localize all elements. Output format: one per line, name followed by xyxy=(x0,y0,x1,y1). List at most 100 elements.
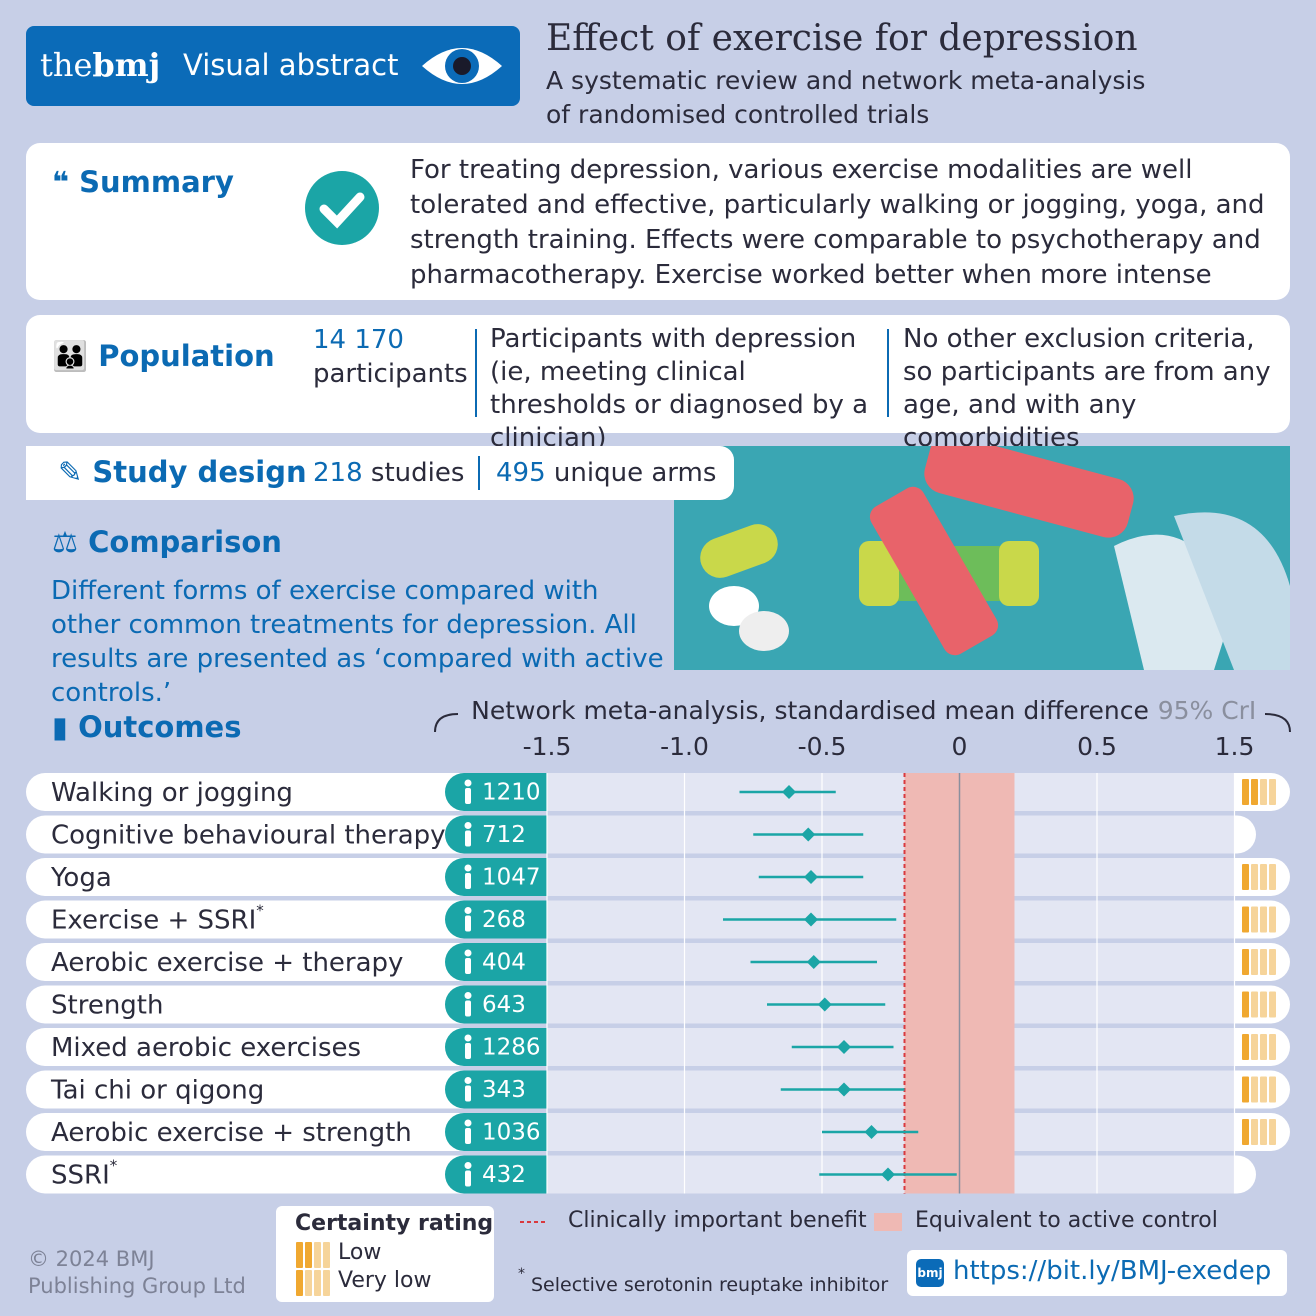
person-icon-head xyxy=(464,992,472,999)
plot-band xyxy=(547,773,1235,811)
certainty-bar xyxy=(314,1270,321,1296)
certainty-icons xyxy=(296,1242,330,1296)
certainty-bar xyxy=(1269,949,1276,975)
row-label: Aerobic exercise + strength xyxy=(51,1118,412,1148)
certainty-bar xyxy=(1269,991,1276,1018)
person-icon-body xyxy=(465,873,471,889)
row-label-marker: * xyxy=(256,901,264,919)
certainty-icon xyxy=(1242,991,1276,1018)
url-box[interactable]: bmj https://bit.ly/BMJ-exedep xyxy=(907,1250,1287,1296)
certainty-bar xyxy=(1269,1034,1276,1060)
participant-count: 1210 xyxy=(482,780,541,806)
x-tick-label: -1.5 xyxy=(523,732,572,761)
certainty-bar xyxy=(1251,1119,1258,1145)
certainty-icon xyxy=(1242,1034,1276,1060)
certainty-bar xyxy=(1242,864,1249,890)
row-label: Walking or jogging xyxy=(51,778,293,808)
x-tick-label: 1.5 xyxy=(1215,732,1255,761)
participant-count: 1036 xyxy=(482,1120,541,1146)
row-label-text: Strength xyxy=(51,990,163,1020)
legend-icon xyxy=(296,1242,330,1268)
count-pill-fill xyxy=(480,1155,547,1194)
row-label-text: Tai chi or qigong xyxy=(50,1075,264,1105)
row-label-text: Aerobic exercise + strength xyxy=(51,1118,412,1148)
arms-label: unique arms xyxy=(553,458,717,488)
row-label-marker: * xyxy=(110,1156,118,1174)
person-icon-body xyxy=(465,1128,471,1144)
certainty-bar xyxy=(296,1242,303,1268)
estimate-marker xyxy=(817,997,832,1012)
banner-label: Visual abstract xyxy=(183,48,399,82)
person-icon-head xyxy=(464,822,472,829)
count-pill-fill xyxy=(480,815,547,854)
person-icon-head xyxy=(464,949,472,957)
certainty-icon xyxy=(1242,1076,1276,1103)
copyright: © 2024 BMJ Publishing Group Ltd xyxy=(28,1247,246,1298)
summary-card: ❝ Summary For treating depression, vario… xyxy=(26,143,1290,300)
comparison-text: Different forms of exercise compared wit… xyxy=(51,576,664,708)
person-icon-body xyxy=(465,958,471,974)
population-card: 👪 Population 14 170 participants Partici… xyxy=(26,315,1290,453)
row-label-text: Yoga xyxy=(50,863,112,893)
certainty-bar xyxy=(1251,991,1258,1018)
heading-text: Population xyxy=(98,339,275,373)
participant-count: 1286 xyxy=(482,1035,541,1061)
row-label: Tai chi or qigong xyxy=(50,1075,264,1105)
brand-banner: thebmj Visual abstract xyxy=(26,26,520,106)
certainty-legend: Certainty rating Low Very low xyxy=(276,1206,494,1302)
estimate-marker xyxy=(864,1125,879,1139)
population-count: 14 170 xyxy=(313,325,404,355)
certainty-icon xyxy=(1242,779,1276,805)
certainty-bar xyxy=(1260,1119,1267,1145)
certainty-bar xyxy=(1251,779,1258,805)
count-pill-fill xyxy=(480,1028,547,1066)
certainty-bar xyxy=(1269,906,1276,933)
certainty-icon xyxy=(1242,949,1276,975)
certainty-bar xyxy=(1260,991,1267,1018)
outcomes-heading: ▮ Outcomes xyxy=(52,710,242,744)
certainty-bar xyxy=(305,1242,312,1268)
plot-band xyxy=(547,985,1235,1024)
certainty-icon xyxy=(1242,906,1276,933)
brand-prefix: the xyxy=(40,46,93,84)
certainty-bar xyxy=(1242,949,1249,975)
plot-band xyxy=(547,943,1235,981)
row-label: Yoga xyxy=(50,863,112,893)
x-tick-label: 0 xyxy=(952,732,968,761)
estimate-marker xyxy=(806,955,821,969)
axis-title: Network meta-analysis, standardised mean… xyxy=(471,696,1149,725)
criteria: No other exclusion criteria, so particip… xyxy=(903,324,1271,453)
certainty-level: Very low xyxy=(338,1268,432,1293)
url[interactable]: https://bit.ly/BMJ-exedep xyxy=(953,1256,1272,1286)
summary-heading: ❝ Summary xyxy=(52,165,234,199)
certainty-bar xyxy=(323,1242,330,1268)
participant-count: 404 xyxy=(482,950,526,976)
ci-label: 95% CrI xyxy=(1158,696,1257,725)
person-icon-body xyxy=(465,1170,471,1187)
certainty-icon xyxy=(1242,864,1276,890)
participant-count: 643 xyxy=(482,992,526,1018)
arms-count: 495 xyxy=(496,458,546,488)
participant-count: 712 xyxy=(482,822,526,848)
count-pill-fill xyxy=(480,1070,547,1109)
check-icon xyxy=(305,171,379,245)
heading-text: Summary xyxy=(79,165,234,199)
heading-text: Study design xyxy=(92,455,307,489)
population-heading: 👪 Population xyxy=(52,339,275,373)
eye-icon xyxy=(422,48,502,84)
certainty-bar xyxy=(1242,1076,1249,1103)
person-icon-body xyxy=(465,1000,471,1017)
estimate-marker xyxy=(804,912,818,927)
certainty-title: Certainty rating xyxy=(295,1211,494,1236)
x-tick-label: 0.5 xyxy=(1077,732,1117,761)
population-count-label: participants xyxy=(313,359,468,389)
estimate-marker xyxy=(804,870,818,884)
row-label-text: SSRI xyxy=(51,1160,110,1190)
plot-band xyxy=(547,815,1235,854)
illustration xyxy=(674,446,1290,670)
certainty-bar xyxy=(1269,1076,1276,1103)
footnote: Selective serotonin reuptake inhibitor xyxy=(531,1274,889,1296)
row-label-text: Walking or jogging xyxy=(51,778,293,808)
x-tick-label: -0.5 xyxy=(798,732,847,761)
